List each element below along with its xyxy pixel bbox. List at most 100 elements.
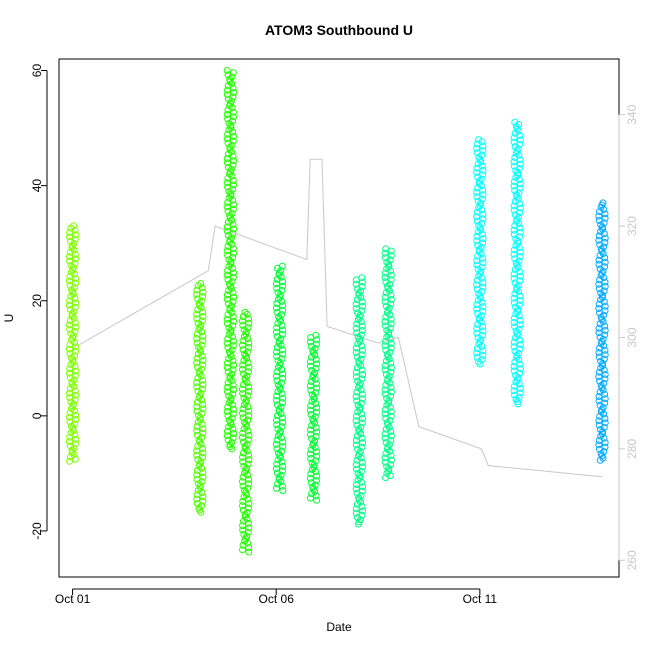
data-point: [479, 347, 487, 355]
data-point: [595, 256, 603, 264]
data-point: [513, 217, 520, 225]
data-point: [245, 339, 253, 347]
data-point: [239, 337, 247, 345]
data-point: [354, 401, 362, 409]
data-point: [279, 394, 287, 402]
data-point: [279, 326, 287, 334]
data-point: [226, 375, 234, 382]
data-point: [387, 452, 395, 460]
data-point: [223, 111, 231, 118]
data-point: [601, 371, 609, 378]
data-point: [224, 436, 232, 444]
data-point: [510, 134, 518, 142]
data-point: [597, 364, 605, 372]
data-point: [67, 429, 75, 437]
data-point: [230, 361, 238, 369]
data-point: [245, 548, 253, 556]
data-point: [601, 214, 609, 222]
data-point: [307, 479, 315, 487]
data-point: [65, 345, 73, 353]
data-point: [595, 349, 603, 356]
data-point: [307, 470, 315, 478]
data-point: [194, 363, 201, 371]
data-point: [357, 355, 365, 363]
data-point: [355, 357, 363, 365]
data-point: [382, 414, 390, 422]
data-point-cluster: [352, 274, 367, 528]
data-point: [224, 71, 232, 79]
data-point: [601, 283, 609, 290]
data-point: [477, 182, 485, 190]
data-point: [381, 366, 389, 374]
data-point: [243, 515, 251, 523]
data-point: [223, 295, 231, 303]
data-point: [230, 293, 238, 301]
data-point: [386, 280, 394, 288]
data-point: [516, 385, 524, 392]
data-point: [72, 231, 80, 239]
data-point: [381, 318, 389, 325]
data-point: [383, 395, 391, 402]
data-point: [510, 226, 518, 234]
data-point: [516, 248, 524, 256]
data-point: [230, 157, 238, 165]
data-point: [195, 480, 202, 488]
data-point: [243, 372, 251, 380]
data-point: [274, 388, 282, 396]
y-right-tick-label: 260: [625, 550, 639, 570]
data-point: [381, 434, 389, 442]
data-point: [70, 240, 78, 247]
data-point: [513, 352, 521, 359]
data-point: [357, 423, 365, 431]
data-point: [224, 403, 232, 411]
x-tick-label: Oct 11: [463, 592, 498, 606]
data-point: [352, 300, 360, 308]
data-point: [597, 228, 604, 235]
data-point: [595, 368, 603, 376]
data-point: [226, 306, 234, 314]
data-point: [354, 476, 362, 484]
data-point: [239, 429, 247, 437]
data-point: [71, 259, 79, 267]
data-point: [199, 337, 207, 345]
data-point: [353, 489, 361, 497]
data-point: [595, 441, 603, 449]
data-point: [273, 348, 280, 356]
data-point: [197, 508, 205, 516]
data-point: [194, 431, 201, 439]
data-point: [313, 380, 320, 388]
data-point: [356, 472, 364, 480]
data-point: [229, 313, 237, 321]
data-point: [199, 469, 207, 477]
data-point: [241, 374, 249, 382]
data-point: [279, 350, 287, 358]
data-point: [358, 322, 366, 330]
data-point: [307, 426, 314, 434]
data-point: [229, 185, 237, 193]
data-point: [279, 278, 286, 286]
data-point: [358, 459, 366, 466]
data-point: [381, 362, 389, 369]
data-point: [358, 390, 366, 398]
data-point: [385, 329, 393, 336]
data-point: [240, 394, 248, 402]
data-point: [225, 423, 233, 431]
data-point: [599, 360, 607, 367]
data-point: [275, 339, 283, 347]
data-point: [511, 255, 519, 263]
data-point: [381, 430, 389, 438]
data-point: [311, 444, 319, 451]
data-point: [67, 361, 75, 368]
data-point: [387, 388, 395, 396]
data-point: [274, 456, 282, 464]
data-point: [245, 500, 253, 508]
data-point: [239, 478, 246, 486]
data-point: [313, 360, 321, 368]
data-point: [228, 73, 236, 81]
data-point: [358, 443, 366, 451]
data-point: [510, 387, 518, 395]
data-point: [516, 301, 523, 309]
data-point: [71, 251, 79, 258]
data-point: [225, 256, 233, 264]
y-left-tick-label: 60: [30, 64, 44, 78]
